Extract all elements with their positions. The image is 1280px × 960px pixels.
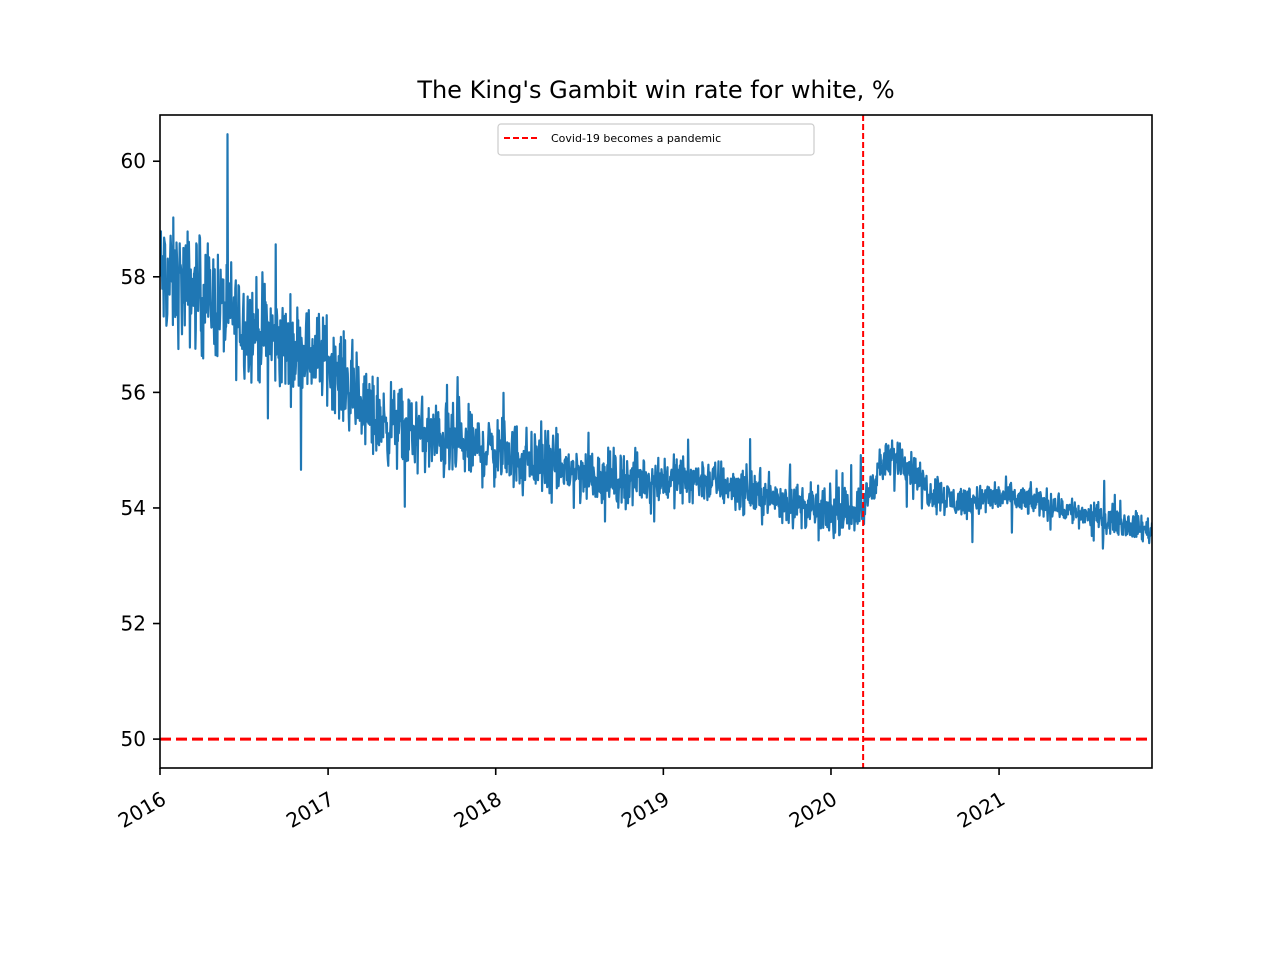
y-tick-label: 54 — [121, 496, 146, 520]
plot-clip-group — [160, 115, 1152, 768]
y-tick-label: 52 — [121, 612, 146, 636]
chart-title: The King's Gambit win rate for white, % — [416, 76, 894, 104]
legend-box — [497, 123, 815, 156]
y-axis: 50 52 54 56 58 60 — [121, 149, 160, 751]
series-line-0 — [160, 133, 1152, 550]
legend: Covid-19 becomes a pandemic — [497, 123, 815, 156]
legend-label: Covid-19 becomes a pandemic — [551, 132, 721, 145]
plot-frame — [159, 114, 1153, 769]
y-tick-label: 60 — [121, 149, 146, 173]
y-tick-label: 50 — [121, 727, 146, 751]
plot-area — [159, 114, 1153, 769]
y-tick-label: 58 — [121, 265, 146, 289]
y-tick-label: 56 — [121, 380, 146, 404]
